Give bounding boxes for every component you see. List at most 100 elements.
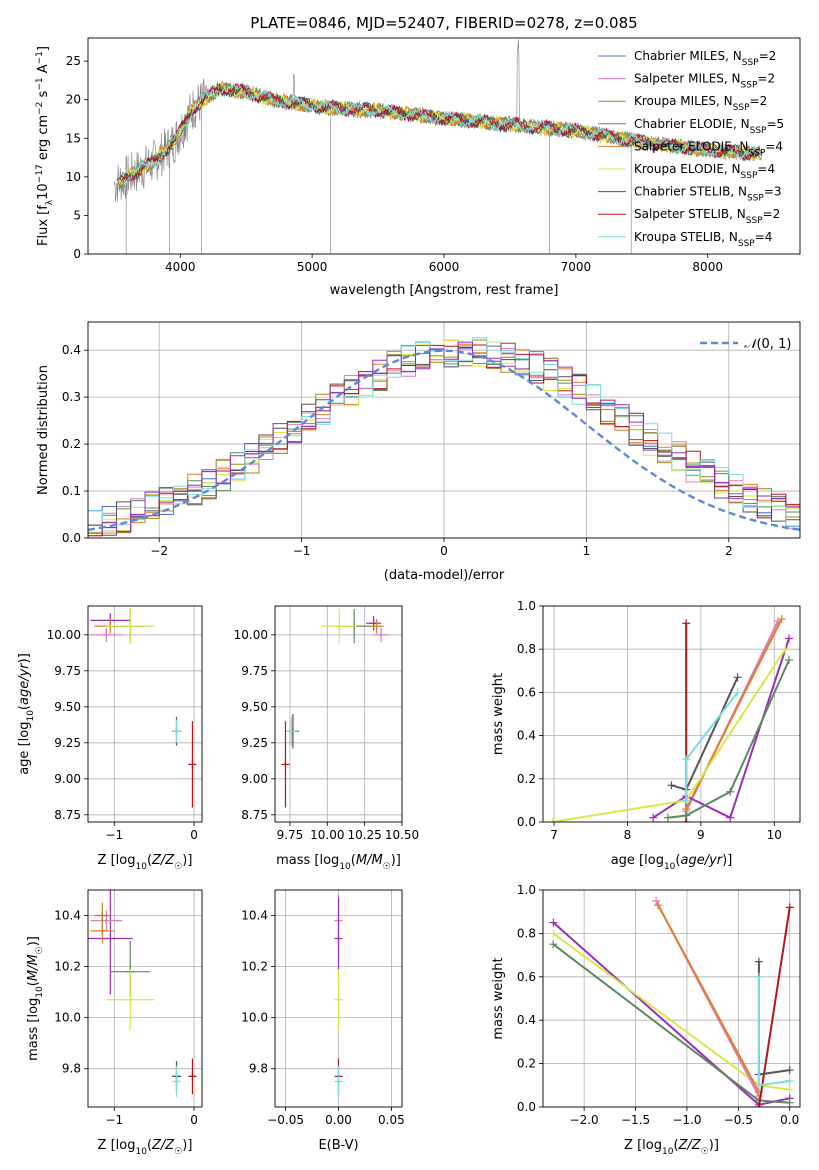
x-tick-label: 1 [583, 544, 591, 558]
y-tick-label: 0.0 [517, 1100, 536, 1114]
y-tick-label: 0.2 [517, 772, 536, 786]
label-part: =2 [759, 49, 777, 63]
legend-label: 𝒩(0, 1) [744, 337, 791, 352]
y-tick-label: 0.2 [62, 437, 81, 451]
y-axis-label: Flux [fλ10−17 erg cm−2 s−1 A−1] [35, 46, 55, 246]
label-part: 10 [26, 710, 36, 722]
label-part: Z [log [98, 1138, 136, 1153]
x-tick-label: −1.5 [621, 1113, 650, 1127]
x-tick-label: 6000 [429, 260, 460, 274]
series-line [118, 81, 761, 186]
y-tick-label: 10.2 [54, 960, 81, 974]
y-tick-label: 0.3 [62, 390, 81, 404]
panel-mass_vs_Z: −1 09.810.010.210.4Z [log10(Z/Z☉)]mass [l… [26, 889, 203, 1157]
x-tick-label: 0.05 [378, 1113, 405, 1127]
plot-area [88, 606, 202, 822]
label-part: Z/Z [151, 1138, 175, 1153]
x-tick-label: 0.00 [325, 1113, 352, 1127]
x-tick-label: 8000 [692, 260, 723, 274]
y-tick-label: 9.75 [241, 664, 268, 678]
label-part: 10 [339, 862, 351, 872]
label-part: ( [147, 853, 152, 868]
label-part: Chabrier ELODIE, N [634, 117, 750, 131]
label-part: 10 [135, 862, 147, 872]
label-part: Z/Z [151, 853, 175, 868]
label-part: Normed distribution [36, 365, 51, 495]
y-tick-label: 0.8 [517, 642, 536, 656]
y-tick-label: 0.0 [517, 815, 536, 829]
label-part: age/yr [680, 853, 723, 868]
y-tick-label: 0.1 [62, 484, 81, 498]
y-tick-label: 0 [73, 247, 81, 261]
x-axis-label: mass [log10(M/M☉)] [276, 853, 401, 872]
y-tick-label: 10.4 [241, 909, 268, 923]
y-tick-label: 0.0 [62, 531, 81, 545]
series-line [757, 976, 790, 1087]
y-tick-label: 0.8 [517, 926, 536, 940]
label-part: λ [45, 199, 55, 205]
legend-label: Kroupa STELIB, NSSP=4 [634, 230, 772, 249]
label-part: 10 [664, 862, 676, 872]
x-tick-label: −2 [150, 544, 168, 558]
series-line [119, 82, 761, 185]
label-part: SSP [747, 194, 764, 204]
label-part: 10 [662, 1147, 674, 1157]
plot-area [114, 39, 764, 254]
y-tick-label: 20 [66, 93, 81, 107]
panel-weight_vs_Z: −2.0 −1.5 −1.0 −0.5 0.0 0.0 0.2 0.4 0.6 0.8 1.0 Z [… [491, 883, 801, 1157]
label-part: ☉ [35, 946, 45, 954]
label-part: ☉ [383, 862, 391, 872]
y-tick-label: 9.8 [249, 1062, 268, 1076]
y-tick-label: 0.4 [517, 1013, 536, 1027]
normal-curve [88, 349, 800, 531]
histogram-step [88, 341, 800, 534]
label-part: =2 [757, 72, 775, 86]
axes-frame [87, 37, 801, 255]
label-part: SSP [741, 81, 758, 91]
y-tick-label: 9.50 [54, 700, 81, 714]
x-tick-label: 10.50 [385, 828, 419, 842]
y-tick-label: 0.4 [62, 343, 81, 357]
y-tick-label: 9.50 [241, 700, 268, 714]
x-axis-label: (data-model)/error [384, 568, 505, 583]
data-spectrum [114, 39, 764, 254]
label-part: −1 [35, 51, 45, 64]
series-line [552, 943, 790, 1104]
legend-label: Chabrier MILES, NSSP=2 [634, 49, 776, 68]
label-part: SSP [738, 239, 755, 249]
label-part: ] [36, 46, 51, 51]
label-part: M/M [356, 853, 383, 868]
label-part: age [log [17, 722, 32, 775]
legend-label: Salpeter ELODIE, NSSP=4 [634, 139, 783, 158]
label-part: Z/Z [678, 1138, 702, 1153]
panels: 4000 5000 6000 7000 80000510152025wavelength… [17, 37, 801, 1157]
y-tick-label: 1.0 [517, 883, 536, 897]
x-tick-label: 7 [550, 828, 558, 842]
x-tick-label: −1 [105, 828, 123, 842]
legend-label: Chabrier ELODIE, NSSP=5 [634, 117, 784, 136]
label-part: Kroupa STELIB, N [634, 230, 738, 244]
label-part: SSP [748, 148, 765, 158]
x-tick-label: −0.05 [267, 1113, 304, 1127]
axes-frame [542, 889, 801, 1108]
label-part: ( [26, 981, 41, 986]
label-part: −1 [35, 77, 45, 90]
series-line [119, 83, 761, 182]
plot-area [275, 606, 402, 822]
label-part: A [36, 64, 51, 77]
label-part: =4 [757, 162, 775, 176]
legend-label: Salpeter STELIB, NSSP=2 [634, 207, 780, 226]
x-tick-label: 8 [624, 828, 632, 842]
label-part: ( [675, 853, 680, 868]
x-tick-label: 0 [440, 544, 448, 558]
x-tick-label: 9 [697, 828, 705, 842]
y-tick-label: 25 [66, 54, 81, 68]
x-axis-label: wavelength [Angstrom, rest frame] [330, 283, 559, 298]
axes-frame [274, 889, 403, 1108]
label-part: )] [26, 936, 41, 946]
plot-area [543, 890, 800, 1107]
plot-area [88, 890, 202, 1107]
y-tick-label: 10.0 [241, 1011, 268, 1025]
